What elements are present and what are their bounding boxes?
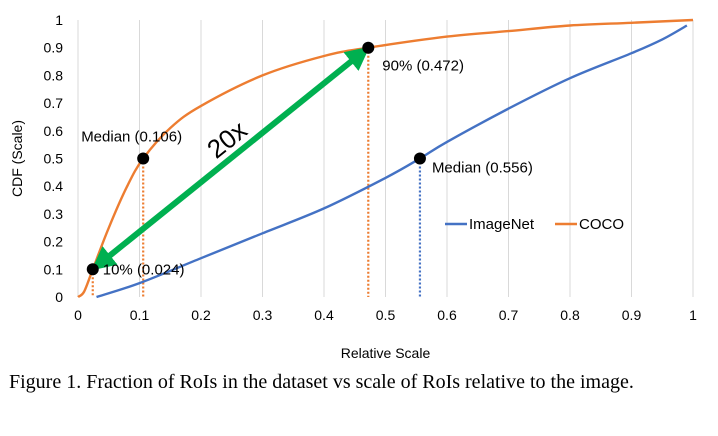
x-axis-title: Relative Scale bbox=[341, 345, 431, 361]
ratio-arrow-line bbox=[91, 46, 370, 271]
marker-label: Median (0.106) bbox=[81, 129, 182, 146]
x-tick-label: 1 bbox=[689, 307, 697, 323]
x-tick-label: 0.7 bbox=[499, 307, 519, 323]
x-tick-label: 0.2 bbox=[191, 307, 211, 323]
x-tick-label: 0 bbox=[74, 307, 82, 323]
figure-caption: Figure 1. Fraction of RoIs in the datase… bbox=[9, 371, 634, 393]
y-tick-label: 0.8 bbox=[44, 67, 64, 83]
legend: ImageNet COCO bbox=[445, 216, 624, 233]
y-tick-label: 0.5 bbox=[44, 151, 64, 167]
marker-label: Median (0.556) bbox=[432, 160, 533, 177]
y-tick-label: 0.4 bbox=[44, 178, 64, 194]
marker-point bbox=[137, 152, 150, 165]
x-tick-label: 0.8 bbox=[560, 307, 580, 323]
x-tick-label: 0.9 bbox=[622, 307, 642, 323]
marker-point bbox=[362, 41, 375, 54]
legend-label-imagenet: ImageNet bbox=[469, 216, 535, 233]
y-tick-label: 0.1 bbox=[44, 261, 64, 277]
y-tick-labels: 0 0.1 0.2 0.3 0.4 0.5 0.6 0.7 0.8 0.9 1 bbox=[44, 12, 64, 305]
legend-label-coco: COCO bbox=[579, 216, 624, 233]
y-tick-label: 0.2 bbox=[44, 234, 64, 250]
marker-label: 10% (0.024) bbox=[103, 261, 185, 278]
x-tick-label: 0.6 bbox=[437, 307, 457, 323]
y-tick-label: 0 bbox=[55, 289, 63, 305]
x-tick-label: 0.5 bbox=[376, 307, 396, 323]
x-tick-label: 0.1 bbox=[130, 307, 150, 323]
marker-points: Median (0.106) 10% (0.024) 90% (0.472) Medi… bbox=[81, 41, 533, 278]
x-tick-labels: 0 0.1 0.2 0.3 0.4 0.5 0.6 0.7 0.8 0.9 1 bbox=[74, 307, 697, 323]
y-axis-title: CDF (Scale) bbox=[9, 120, 25, 197]
y-tick-label: 0.6 bbox=[44, 123, 64, 139]
y-tick-label: 0.3 bbox=[44, 206, 64, 222]
marker-label: 90% (0.472) bbox=[382, 58, 464, 75]
ratio-label: 20x bbox=[201, 115, 252, 165]
marker-point bbox=[413, 152, 426, 165]
marker-droplines bbox=[91, 47, 422, 297]
y-tick-label: 0.9 bbox=[44, 40, 64, 56]
x-tick-label: 0.4 bbox=[314, 307, 334, 323]
y-tick-label: 1 bbox=[55, 12, 63, 28]
x-tick-label: 0.3 bbox=[253, 307, 273, 323]
marker-point bbox=[86, 263, 99, 276]
y-tick-label: 0.7 bbox=[44, 95, 64, 111]
cdf-chart: 0 0.1 0.2 0.3 0.4 0.5 0.6 0.7 0.8 0.9 1 0 0.1 0.2 0.3… bbox=[9, 12, 697, 361]
